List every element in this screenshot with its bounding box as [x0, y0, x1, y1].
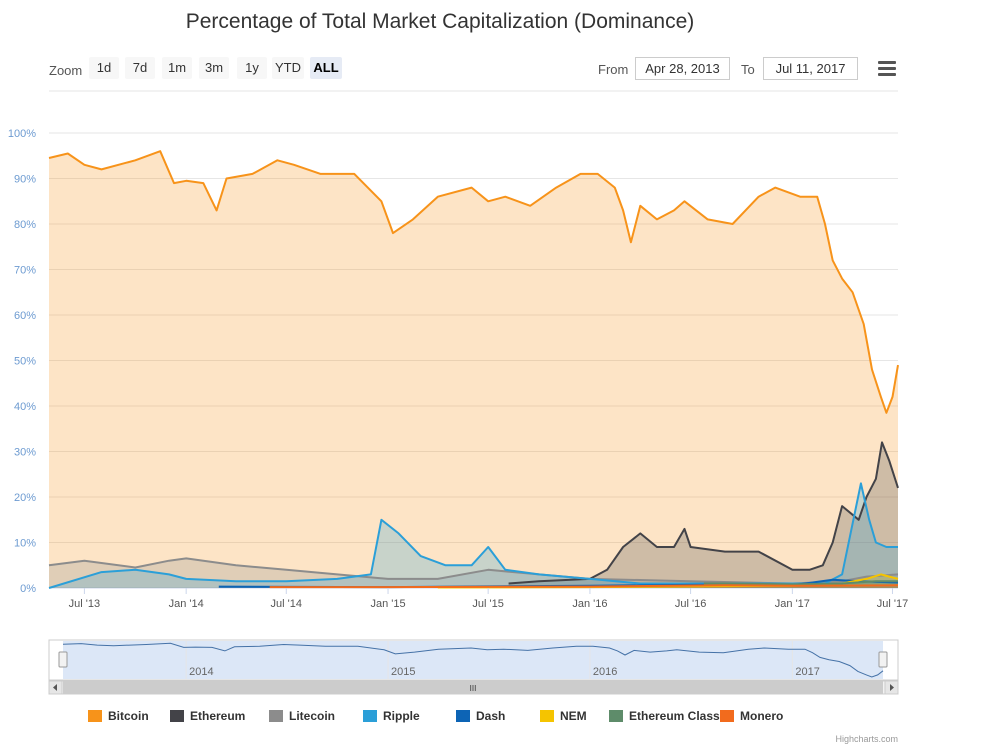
x-tick-label: Jan '17	[775, 598, 810, 610]
series-line-monero[interactable]	[269, 584, 899, 589]
legend-label: NEM	[560, 709, 587, 723]
y-tick-label: 50%	[14, 356, 36, 368]
legend-label: Ethereum Classic	[629, 709, 730, 723]
legend-swatch	[363, 710, 377, 722]
navigator-series-line	[62, 642, 884, 678]
y-tick-label: 10%	[14, 538, 36, 550]
scrollbar-thumb[interactable]	[63, 681, 883, 694]
legend-item-litecoin[interactable]: Litecoin	[269, 709, 335, 723]
legend-swatch	[456, 710, 470, 722]
y-tick-label: 60%	[14, 310, 36, 322]
legend: Bitcoin Ethereum Litecoin Ripple Dash NEM Ethe…	[88, 709, 888, 727]
x-tick-label: Jan '14	[169, 598, 204, 610]
x-tick-label: Jul '17	[877, 598, 908, 610]
navigator-year-label: 2015	[391, 666, 415, 678]
from-date-input[interactable]: Apr 28, 2013	[635, 57, 730, 80]
zoom-ytd-button[interactable]: YTD	[272, 57, 304, 79]
legend-label: Ethereum	[190, 709, 246, 723]
legend-swatch	[88, 710, 102, 722]
y-tick-label: 40%	[14, 401, 36, 413]
zoom-label: Zoom	[49, 63, 83, 78]
y-tick-label: 0%	[20, 583, 36, 595]
series-line-ethereum[interactable]	[508, 441, 899, 585]
x-tick-label: Jul '16	[675, 598, 706, 610]
series-area-ethereum	[508, 442, 898, 588]
navigator-year-label: 2016	[593, 666, 617, 678]
x-tick-label: Jan '16	[572, 598, 607, 610]
legend-label: Ripple	[383, 709, 420, 723]
y-tick-label: 100%	[8, 128, 36, 140]
zoom-7d-button[interactable]: 7d	[125, 57, 155, 79]
navigator-ticks: 2014 2015 2016 2017	[185, 641, 820, 679]
to-date-input[interactable]: Jul 11, 2017	[763, 57, 858, 80]
navigator-year-label: 2014	[189, 666, 213, 678]
x-tick-label: Jul '15	[472, 598, 503, 610]
x-tick-label: Jul '13	[69, 598, 100, 610]
zoom-1m-button[interactable]: 1m	[162, 57, 192, 79]
scrollbar-grip: III	[470, 684, 477, 693]
scroll-right-arrow-icon	[890, 684, 894, 691]
legend-item-nem[interactable]: NEM	[540, 709, 587, 723]
y-tick-label: 70%	[14, 265, 36, 277]
zoom-1d-button[interactable]: 1d	[89, 57, 119, 79]
series-line-ethereum-classic[interactable]	[703, 580, 898, 586]
x-axis: Jul '13 Jan '14 Jul '14 Jan '15 Jul '15 Jan '…	[69, 588, 908, 610]
y-tick-label: 80%	[14, 219, 36, 231]
series-area-nem	[437, 574, 898, 588]
x-tick-label: Jan '15	[370, 598, 405, 610]
legend-label: Litecoin	[289, 709, 336, 723]
scroll-left-arrow-icon	[53, 684, 57, 691]
legend-item-ripple[interactable]: Ripple	[363, 709, 420, 723]
chart-title: Percentage of Total Market Capitalizatio…	[185, 10, 695, 33]
to-label: To	[741, 62, 755, 77]
zoom-1y-button[interactable]: 1y	[237, 57, 267, 79]
series-lines	[48, 150, 899, 589]
range-selector-toolbar: Zoom 1d 7d 1m 3m 1y YTD ALL From Apr 28,…	[49, 56, 899, 82]
legend-swatch	[609, 710, 623, 722]
y-tick-label: 90%	[14, 174, 36, 186]
x-tick-label: Jul '14	[271, 598, 302, 610]
legend-item-monero[interactable]: Monero	[720, 709, 783, 723]
legend-item-ethereum[interactable]: Ethereum	[170, 709, 245, 723]
y-tick-label: 30%	[14, 447, 36, 459]
zoom-all-button[interactable]: ALL	[310, 57, 342, 79]
zoom-3m-button[interactable]: 3m	[199, 57, 229, 79]
navigator-left-handle[interactable]	[58, 651, 68, 668]
navigator[interactable]: 2014 2015 2016 2017 III	[48, 639, 899, 695]
legend-swatch	[720, 710, 734, 722]
legend-label: Dash	[476, 709, 506, 723]
series-area-ripple	[49, 483, 898, 588]
legend-item-ethereum-classic[interactable]: Ethereum Classic	[609, 709, 730, 723]
series-line-bitcoin[interactable]	[48, 150, 899, 414]
legend-swatch	[170, 710, 184, 722]
legend-item-dash[interactable]: Dash	[456, 709, 505, 723]
y-tick-label: 20%	[14, 492, 36, 504]
legend-label: Bitcoin	[108, 709, 149, 723]
series-line-ripple[interactable]	[48, 482, 898, 589]
series-areas	[49, 151, 899, 588]
legend-item-bitcoin[interactable]: Bitcoin	[88, 709, 149, 723]
y-grid	[49, 132, 898, 589]
credits-link[interactable]: Highcharts.com	[835, 734, 898, 744]
from-label: From	[598, 62, 629, 77]
y-axis: 0% 10% 20% 30% 40% 50% 60% 70% 80% 90% 100%	[8, 128, 36, 595]
legend-swatch	[540, 710, 554, 722]
series-area-bitcoin	[49, 151, 898, 588]
legend-label: Monero	[740, 709, 784, 723]
legend-swatch	[269, 710, 283, 722]
navigator-year-label: 2017	[795, 666, 819, 678]
navigator-right-handle[interactable]	[878, 651, 888, 668]
hamburger-menu-icon[interactable]	[876, 58, 898, 78]
